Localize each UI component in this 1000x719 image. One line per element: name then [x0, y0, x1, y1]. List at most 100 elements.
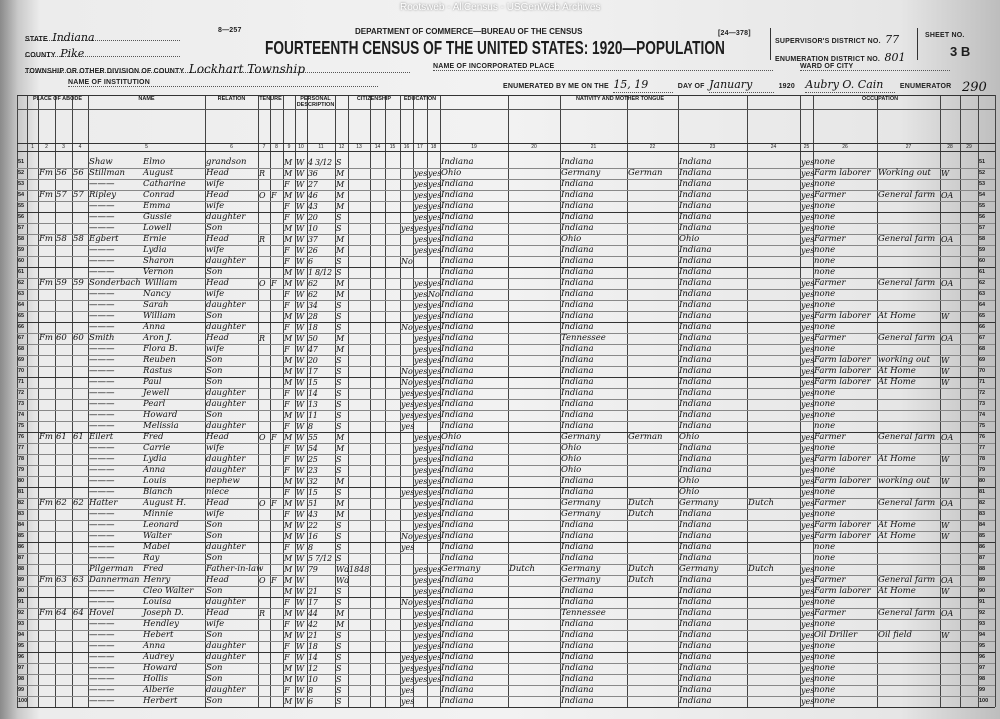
- cell-a: 20: [308, 356, 318, 365]
- row-rule: [17, 476, 995, 477]
- cell-occ: none: [814, 696, 836, 706]
- cell-s: yes: [401, 686, 415, 695]
- cell-occ: none: [814, 421, 836, 431]
- person-name: ——— Pearl: [89, 399, 165, 410]
- cell-rel: Head: [206, 168, 229, 178]
- cell-fbp: Indiana: [561, 630, 594, 640]
- cell-cls: W: [941, 455, 950, 464]
- cell-bp: Indiana: [441, 311, 474, 321]
- cell-sx: M: [284, 554, 293, 563]
- cell-c: W: [296, 367, 305, 376]
- header-rule: [17, 151, 995, 152]
- cell-w: yes: [428, 499, 442, 508]
- column-rule: [295, 95, 296, 707]
- given-name: Conrad: [143, 190, 175, 200]
- row-rule: [17, 619, 995, 620]
- group-heading: RELATION: [217, 96, 246, 102]
- cell-ms: S: [336, 521, 342, 530]
- cell-rel: daughter: [206, 454, 246, 464]
- cell-occ: Farmer: [814, 278, 846, 288]
- cell-s: yes: [401, 675, 415, 684]
- cell-c: W: [296, 587, 305, 596]
- enumerated-day: 15, 19: [613, 78, 674, 93]
- cell-rel: wife: [206, 619, 225, 629]
- person-name: Ripley Conrad: [89, 190, 175, 201]
- cell-w: yes: [428, 367, 442, 376]
- row-rule: [17, 432, 995, 433]
- surname: ———: [89, 586, 115, 596]
- cell-ind: General farm: [878, 333, 936, 343]
- cell-mbp: Indiana: [679, 212, 712, 222]
- cell-fbp: Indiana: [561, 410, 594, 420]
- cell-w: yes: [428, 345, 442, 354]
- cell-rel: wife: [206, 201, 225, 211]
- given-name: Anna: [143, 322, 166, 332]
- township-value: Lockhart Township: [188, 62, 306, 76]
- cell-occ: Farm laborer: [814, 366, 871, 376]
- cell-en: yes: [801, 301, 815, 310]
- cell-sx: M: [284, 433, 293, 442]
- given-name: Ray: [143, 553, 160, 563]
- cell-en: yes: [801, 279, 815, 288]
- cell-c: W: [296, 411, 305, 420]
- cell-en: yes: [801, 345, 815, 354]
- cell-sx: F: [284, 686, 290, 695]
- cell-en: yes: [801, 510, 815, 519]
- cell-mtg: Dutch: [748, 498, 774, 508]
- given-name: Louis: [143, 476, 167, 486]
- person-name: ——— Rastus: [89, 366, 172, 377]
- cell-ms: M: [336, 433, 345, 442]
- line-number: 96: [979, 654, 986, 660]
- cell-c: W: [296, 224, 305, 233]
- column-rule: [348, 95, 349, 707]
- cell-sx: M: [284, 268, 293, 277]
- person-name: ——— Lydia: [89, 454, 167, 465]
- line-number: 99: [18, 687, 25, 693]
- cell-c: W: [296, 433, 305, 442]
- cell-w: yes: [428, 433, 442, 442]
- cell-sx: M: [284, 521, 293, 530]
- line-number: 61: [18, 269, 25, 275]
- cell-occ: none: [814, 685, 836, 695]
- cell-c: W: [296, 576, 305, 585]
- row-rule: [17, 355, 995, 356]
- person-name: ——— Howard: [89, 663, 177, 674]
- cell-cls: W: [941, 477, 950, 486]
- cell-bp: Indiana: [441, 267, 474, 277]
- column-rule: [283, 95, 284, 707]
- line-number: 87: [18, 555, 25, 561]
- cell-bp: Indiana: [441, 663, 474, 673]
- cell-cls: OA: [941, 191, 954, 200]
- cell-occ: none: [814, 652, 836, 662]
- cell-ms: M: [336, 620, 345, 629]
- cell-r: yes: [414, 499, 428, 508]
- person-name: ——— Audrey: [89, 652, 174, 663]
- cell-rel: grandson: [206, 157, 247, 167]
- watermark: Rootsweb - AllCensus - USGenWeb Archives: [400, 2, 601, 13]
- row-rule: [17, 597, 995, 598]
- column-number: 10: [298, 144, 304, 150]
- given-name: Lydia: [143, 454, 167, 464]
- row-rule: [17, 223, 995, 224]
- cell-c: W: [296, 345, 305, 354]
- line-number: 98: [18, 676, 25, 682]
- cell-fbp: Indiana: [561, 201, 594, 211]
- cell-occ: Farm laborer: [814, 520, 871, 530]
- cell-w: yes: [428, 598, 442, 607]
- surname: ———: [89, 597, 115, 607]
- cell-cls: W: [941, 312, 950, 321]
- cell-r: yes: [414, 279, 428, 288]
- cell-en: yes: [801, 246, 815, 255]
- given-name: Cleo Walter: [143, 586, 194, 596]
- cell-mbp: Indiana: [679, 465, 712, 475]
- cell-occ: none: [814, 256, 836, 266]
- line-number: 56: [979, 214, 986, 220]
- column-number: 2: [45, 144, 48, 150]
- cell-ms: S: [336, 356, 342, 365]
- cell-bp: Indiana: [441, 223, 474, 233]
- group-heading: OCCUPATION: [861, 96, 899, 102]
- cell-t: R: [259, 334, 266, 343]
- surname: ———: [89, 267, 115, 277]
- cell-r: yes: [414, 356, 428, 365]
- cell-fbp: Tennessee: [561, 333, 606, 343]
